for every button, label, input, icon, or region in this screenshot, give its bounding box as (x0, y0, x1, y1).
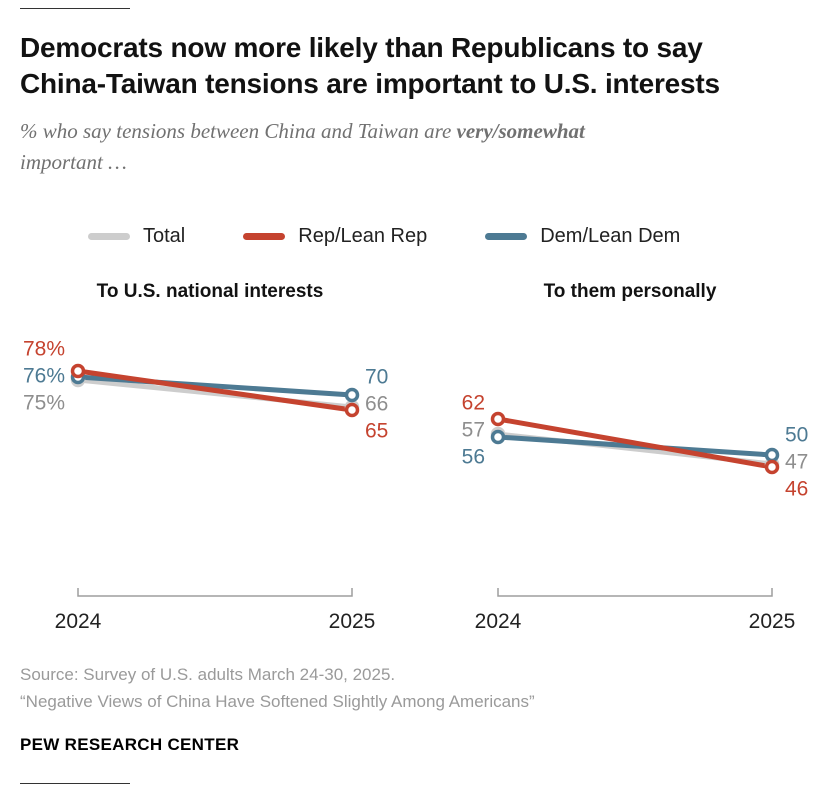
x-axis-year-label: 2025 (329, 610, 376, 633)
x-axis-year-label: 2024 (475, 610, 522, 633)
value-label-dem-lean-dem: 70 (365, 365, 388, 388)
x-axis-year-label: 2024 (55, 610, 102, 633)
series-line-dem-lean-dem (495, 434, 775, 458)
panel-header-national-interests: To U.S. national interests (96, 280, 324, 302)
value-label-dem-lean-dem: 76% (23, 364, 65, 387)
rep-line-swatch (243, 232, 286, 240)
subtitle-emphasis: very/somewhat (456, 118, 585, 143)
line-chart-them-personally: 2024 2025 62 57 56 50 47 46 (462, 391, 809, 633)
legend-item-total: Total (88, 225, 185, 248)
series-point-rep-lean-rep (490, 411, 506, 427)
series-point-rep-lean-rep (344, 402, 360, 418)
legend-item-rep: Rep/Lean Rep (243, 225, 427, 248)
legend-label-rep: Rep/Lean Rep (298, 224, 428, 247)
page-title: Democrats now more likely than Republica… (0, 0, 840, 103)
x-axis-year-label: 2025 (749, 610, 796, 633)
pew-research-center-wordmark: PEW RESEARCH CENTER (20, 735, 240, 755)
value-label-total: 66 (365, 392, 388, 415)
x-axis (497, 587, 773, 597)
series-point-dem-lean-dem (344, 387, 360, 403)
value-label-rep-lean-rep: 78% (23, 337, 65, 360)
charts-row: 2024 2025 78% 76% 75% 70 66 65 2024 2025 62 57 56 50… (0, 306, 840, 651)
legend: Total Rep/Lean Rep Dem/Lean Dem (88, 225, 840, 248)
legend-label-total: Total (143, 224, 186, 247)
legend-label-dem: Dem/Lean Dem (540, 224, 681, 247)
title-line-1: Democrats now more likely than Republica… (20, 32, 703, 63)
value-label-rep-lean-rep: 62 (462, 391, 485, 414)
line-chart-us-national-interests: 2024 2025 78% 76% 75% 70 66 65 (23, 337, 388, 633)
series-line-rep-lean-rep (75, 368, 355, 413)
series-line-rep-lean-rep (495, 416, 775, 470)
bottom-rule (20, 783, 130, 784)
title-line-2: China-Taiwan tensions are important to U… (20, 68, 720, 100)
series-point-rep-lean-rep (70, 363, 86, 379)
value-label-total: 57 (462, 418, 485, 441)
panel-headers: To U.S. national interests To them perso… (0, 281, 840, 303)
footer: Source: Survey of U.S. adults March 24-3… (0, 651, 840, 715)
value-label-dem-lean-dem: 50 (785, 423, 808, 446)
value-label-total: 47 (785, 450, 808, 473)
series-point-rep-lean-rep (764, 459, 780, 475)
total-line-swatch (88, 232, 130, 240)
value-label-dem-lean-dem: 56 (462, 445, 485, 468)
panel-header-them-personally: To them personally (543, 280, 717, 302)
subtitle-prefix: % who say tensions between China and Tai… (20, 118, 457, 143)
legend-item-dem: Dem/Lean Dem (485, 225, 680, 248)
series-point-dem-lean-dem (764, 447, 780, 463)
x-axis (77, 587, 353, 597)
value-label-rep-lean-rep: 46 (785, 477, 808, 500)
chart-subtitle: % who say tensions between China and Tai… (0, 103, 840, 179)
series-point-dem-lean-dem (490, 429, 506, 445)
report-title-line: “Negative Views of China Have Softened S… (20, 691, 535, 711)
source-line: Source: Survey of U.S. adults March 24-3… (20, 664, 396, 684)
value-label-total: 75% (23, 391, 65, 414)
dem-line-swatch (485, 232, 528, 240)
subtitle-line-2: important … (20, 150, 127, 175)
top-rule (20, 8, 130, 9)
value-label-rep-lean-rep: 65 (365, 419, 388, 442)
